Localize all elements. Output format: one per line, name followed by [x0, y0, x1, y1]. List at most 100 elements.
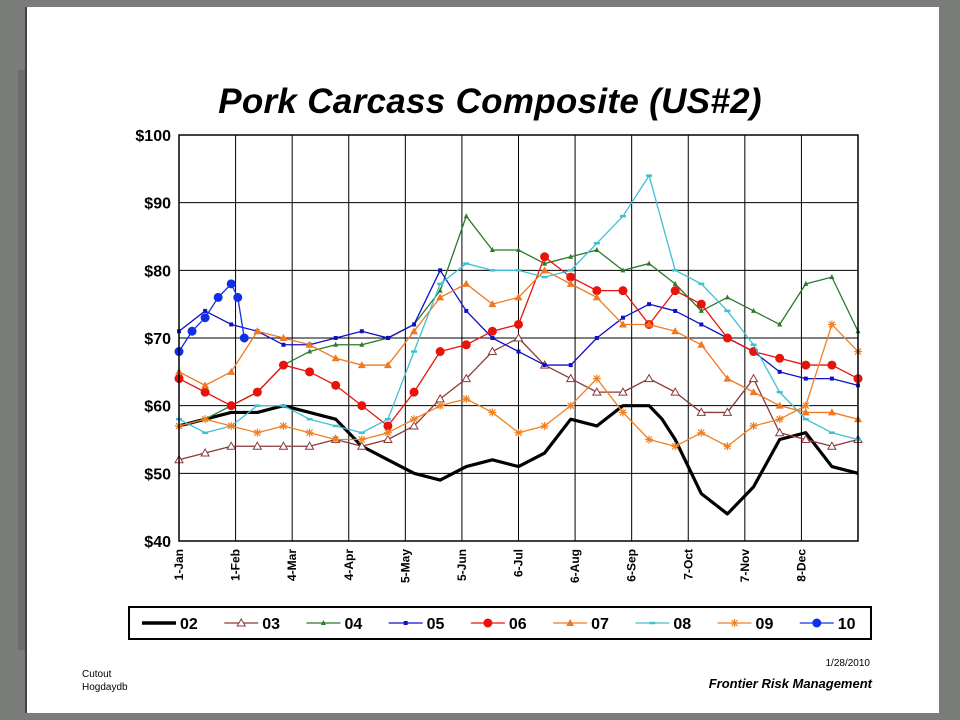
data-point-09: [331, 435, 340, 444]
data-point-05: [412, 322, 417, 327]
data-point-05: [647, 302, 652, 307]
data-point-03: [670, 387, 681, 396]
data-point-09: [201, 415, 210, 424]
footer-date: 1/28/2010: [825, 658, 871, 669]
x-tick-label: 5-Jun: [455, 549, 469, 581]
data-point-09: [801, 401, 810, 410]
data-point-07: [697, 340, 706, 348]
data-point-07: [305, 340, 314, 348]
data-point-03: [618, 387, 628, 396]
x-tick-label: 4-Mar: [285, 549, 299, 581]
data-point-04: [594, 247, 600, 253]
data-point-06: [540, 252, 550, 262]
data-point-04: [359, 341, 365, 347]
data-point-05: [673, 308, 678, 313]
data-point-04: [333, 341, 339, 347]
data-point-07: [383, 361, 392, 369]
data-point-05: [464, 308, 469, 313]
legend-label: 02: [180, 616, 198, 633]
x-tick-label: 6-Aug: [568, 549, 582, 583]
series-08: [176, 174, 861, 441]
legend-marker: [403, 621, 408, 625]
data-point-06: [357, 401, 367, 411]
data-point-03: [409, 420, 419, 430]
data-point-05: [359, 329, 364, 334]
legend-label: 04: [344, 616, 362, 633]
data-point-10: [200, 313, 210, 323]
x-tick-label: 6-Jul: [512, 549, 526, 577]
x-tick-label: 6-Sep: [625, 549, 639, 582]
data-point-06: [722, 333, 732, 343]
legend-item-06: 06: [470, 616, 527, 633]
footer-company: Frontier Risk Management: [708, 676, 872, 691]
footer-source: Cutout Hogdaydb: [82, 668, 128, 694]
series-line-02: [178, 404, 859, 516]
y-tick-label: $40: [144, 534, 171, 551]
data-point-06: [226, 401, 236, 411]
data-point-03: [226, 441, 237, 450]
data-point-06: [618, 286, 628, 296]
series-03: [174, 332, 863, 464]
data-point-03: [800, 434, 811, 443]
plot-border: [178, 134, 859, 542]
data-point-04: [516, 247, 521, 253]
data-point-09: [618, 408, 627, 417]
legend-item-08: 08: [635, 616, 691, 633]
legend-marker: [236, 617, 247, 627]
data-point-04: [489, 247, 495, 253]
data-point-04: [724, 294, 730, 300]
legend-item-10: 10: [799, 616, 856, 633]
data-point-04: [463, 213, 469, 219]
legend-marker: [320, 620, 326, 625]
data-point-09: [723, 442, 732, 451]
data-point-09: [775, 415, 784, 424]
data-point-07: [723, 374, 732, 382]
data-point-05: [803, 376, 808, 381]
data-point-07: [540, 266, 549, 274]
data-point-03: [644, 373, 654, 383]
data-point-09: [383, 428, 392, 437]
data-point-09: [227, 421, 236, 430]
data-point-05: [777, 369, 782, 374]
data-point-03: [487, 346, 498, 356]
data-point-07: [592, 293, 601, 301]
data-point-04: [542, 260, 548, 266]
data-point-07: [357, 361, 366, 369]
data-point-05: [438, 268, 443, 273]
y-tick-label: $90: [144, 196, 171, 213]
data-point-07: [488, 300, 497, 308]
data-point-04: [672, 280, 678, 286]
data-point-09: [357, 435, 366, 444]
legend-item-02: 02: [142, 616, 198, 633]
data-point-05: [229, 322, 234, 327]
data-point-06: [331, 380, 341, 390]
series-line-10: [178, 283, 245, 352]
data-point-07: [671, 327, 680, 335]
data-point-06: [487, 326, 497, 336]
data-point-05: [516, 349, 521, 354]
legend-label: 05: [427, 616, 445, 633]
slide-edge-shadow: [18, 70, 28, 650]
data-point-06: [801, 360, 811, 370]
data-point-06: [670, 286, 680, 296]
legend-marker: [566, 619, 575, 626]
data-point-03: [722, 407, 733, 416]
data-point-09: [305, 428, 314, 437]
legend-label: 09: [756, 616, 774, 633]
data-point-04: [646, 260, 652, 266]
series-09: [175, 320, 862, 451]
data-point-09: [645, 435, 654, 444]
legend-label: 10: [838, 616, 856, 633]
data-point-05: [699, 322, 704, 327]
data-point-03: [565, 373, 576, 383]
legend-item-07: 07: [553, 616, 609, 633]
legend-item-03: 03: [224, 616, 280, 633]
data-point-09: [566, 401, 575, 410]
legend-item-09: 09: [717, 616, 774, 633]
data-point-06: [775, 353, 785, 363]
data-point-10: [226, 279, 236, 289]
data-point-09: [827, 320, 836, 329]
y-tick-label: $50: [144, 466, 171, 483]
x-tick-label: 7-Nov: [738, 549, 752, 583]
